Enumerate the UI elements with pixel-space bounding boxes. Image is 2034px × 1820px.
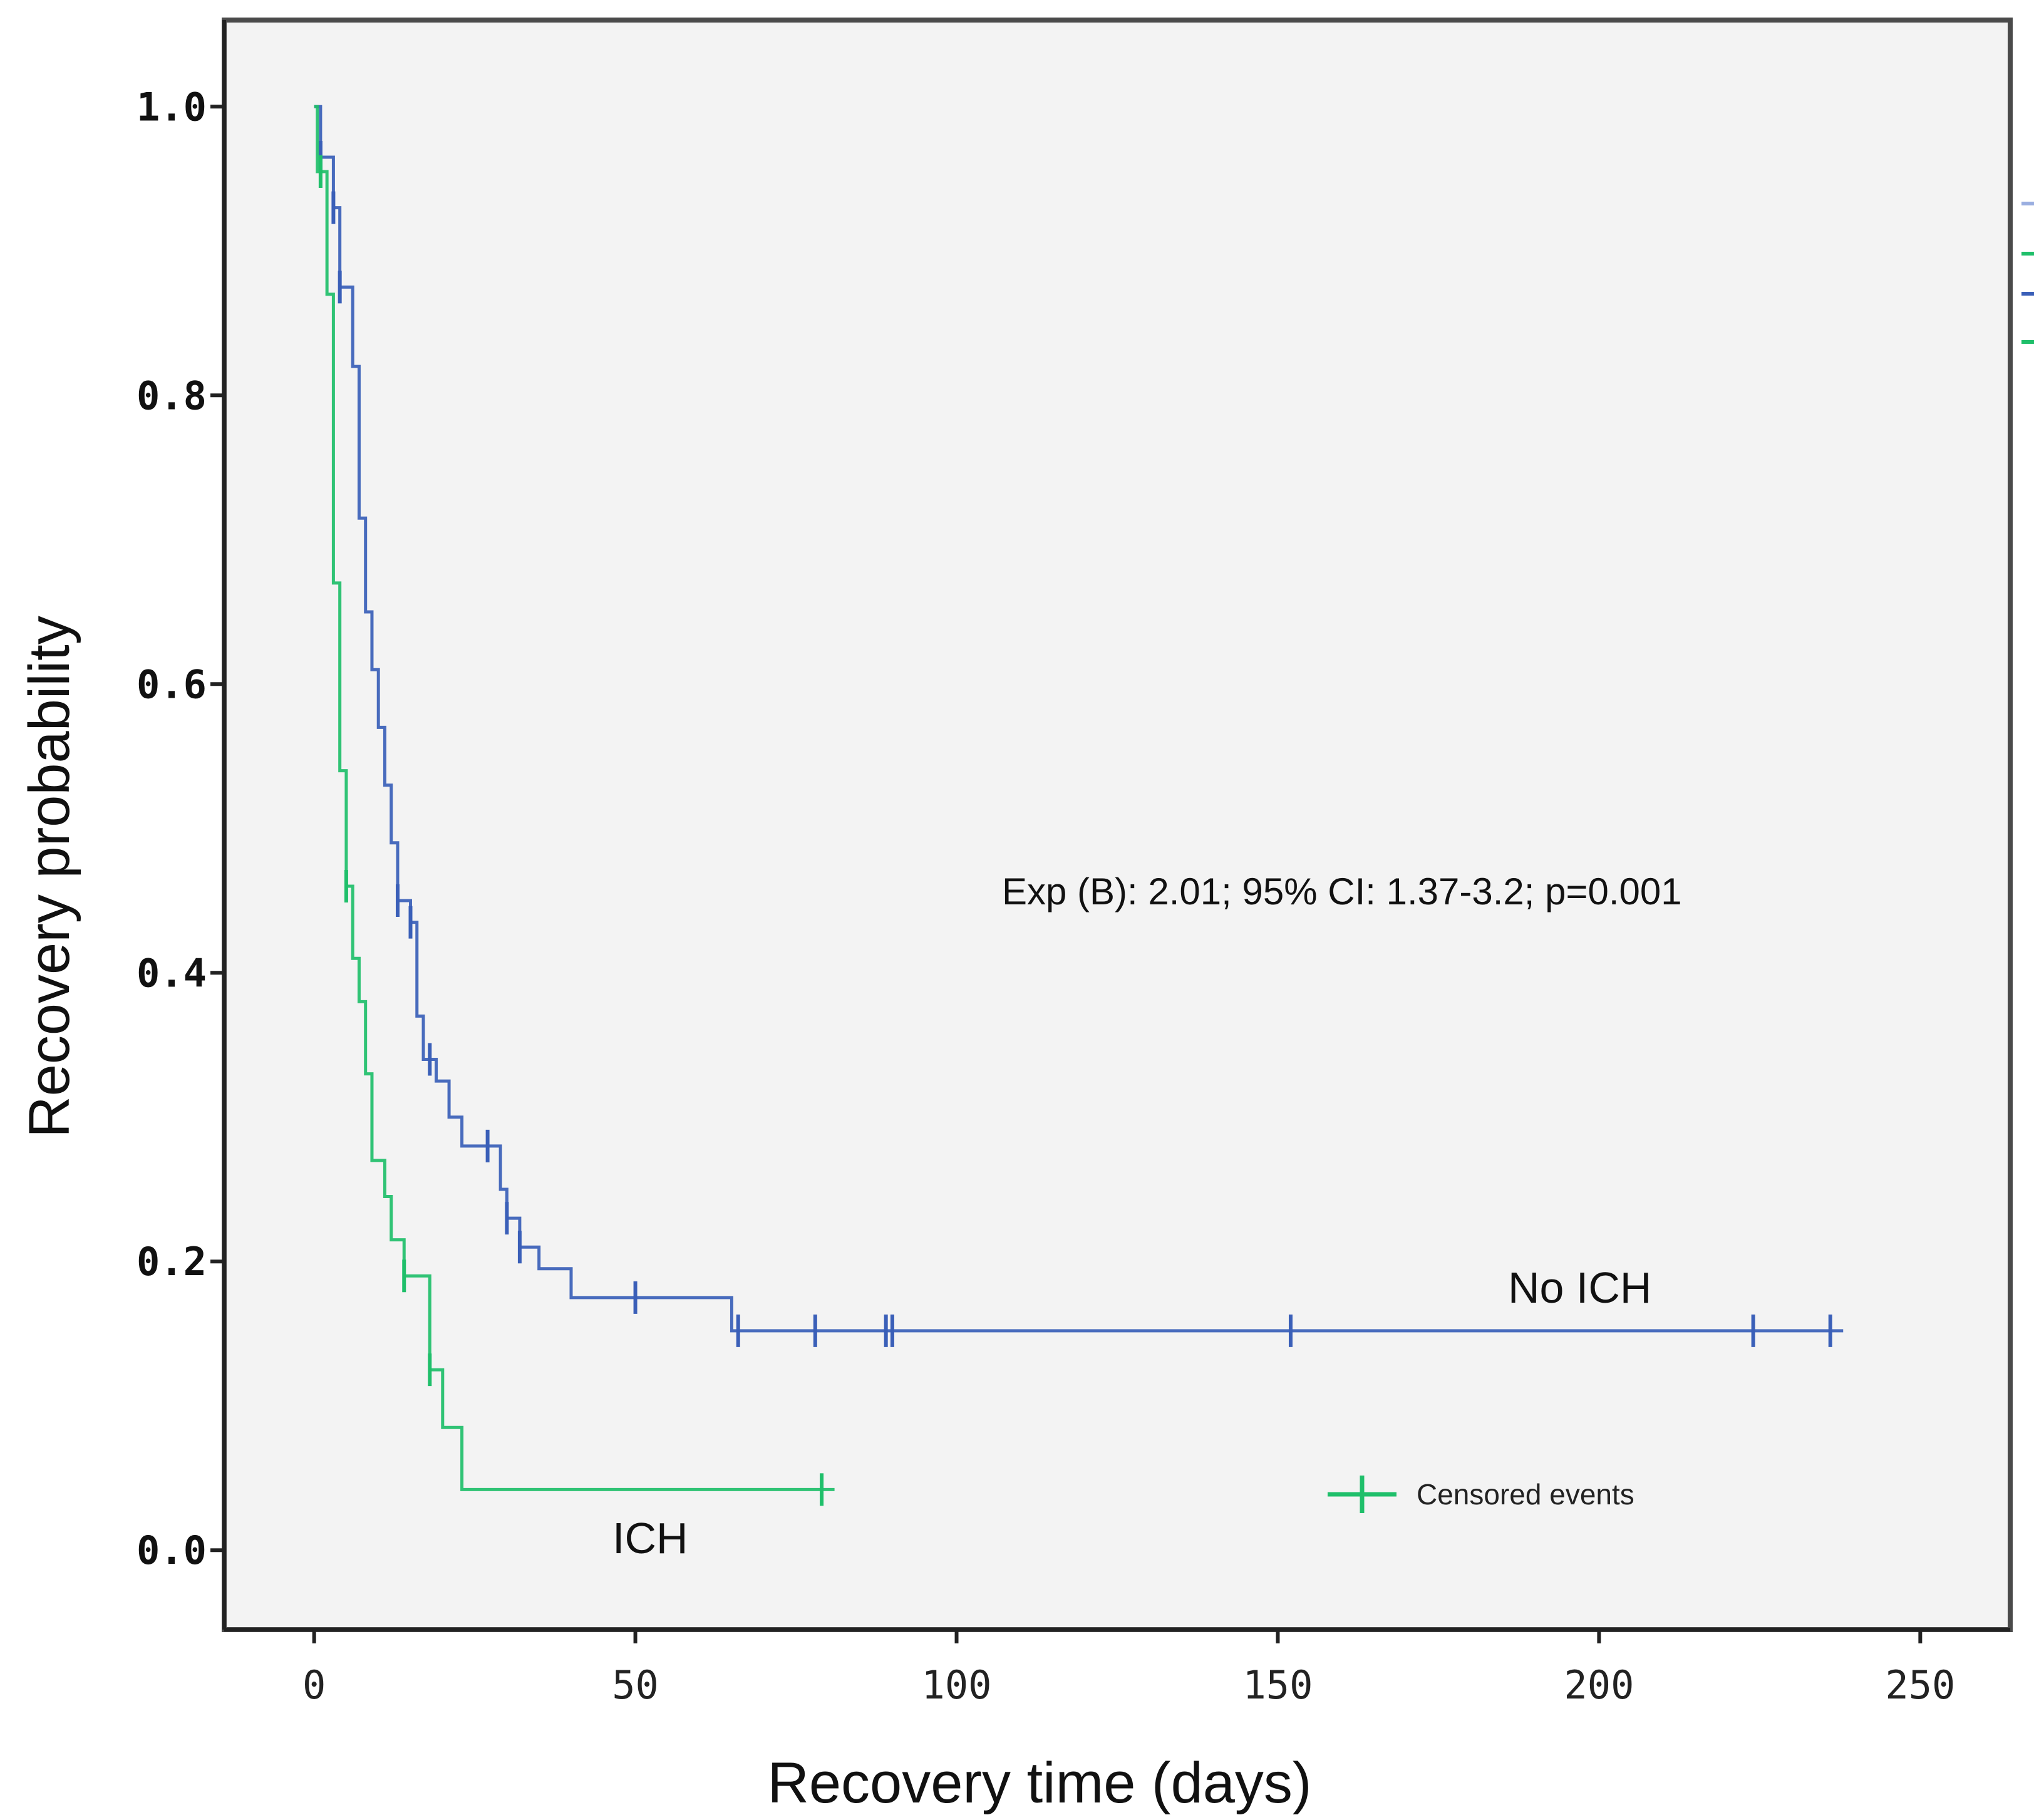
legend-swatch-2 (2021, 252, 2034, 256)
legend-swatch-top (2021, 202, 2034, 205)
y-ticks: 0.0 0.2 0.4 0.6 0.8 1.0 (137, 84, 224, 1573)
y-tick-label-5: 1.0 (137, 84, 207, 130)
plot-background (222, 18, 2013, 1632)
x-tick-label-0: 0 (302, 1662, 326, 1708)
curve-label-no-ich: No ICH (1508, 1263, 1651, 1312)
x-tick-label-4: 200 (1564, 1662, 1634, 1708)
y-tick-label-2: 0.4 (137, 950, 207, 996)
legend-swatch-3 (2021, 292, 2034, 296)
y-tick-label-3: 0.6 (137, 661, 207, 707)
curve-label-ich: ICH (612, 1514, 688, 1563)
legend-label: Censored events (1417, 1478, 1634, 1511)
x-tick-label-5: 250 (1885, 1662, 1955, 1708)
annotation-text: Exp (B): 2.01; 95% CI: 1.37-3.2; p=0.001 (1002, 871, 1682, 913)
x-tick-label-3: 150 (1242, 1662, 1313, 1708)
legend-swatches (2021, 202, 2034, 344)
y-tick-label-4: 0.8 (137, 373, 207, 418)
x-axis-title: Recovery time (days) (767, 1751, 1311, 1815)
y-axis-title: Recovery probability (18, 616, 81, 1137)
y-tick-label-0: 0.0 (137, 1528, 207, 1573)
legend-swatch-4 (2021, 340, 2034, 344)
x-ticks: 0 50 100 150 200 250 (302, 1630, 1955, 1708)
x-tick-label-1: 50 (612, 1662, 659, 1708)
legend: Censored events (1328, 1476, 1634, 1513)
x-tick-label-2: 100 (922, 1662, 992, 1708)
series-layer (314, 105, 1844, 1506)
y-tick-label-1: 0.2 (137, 1239, 207, 1285)
